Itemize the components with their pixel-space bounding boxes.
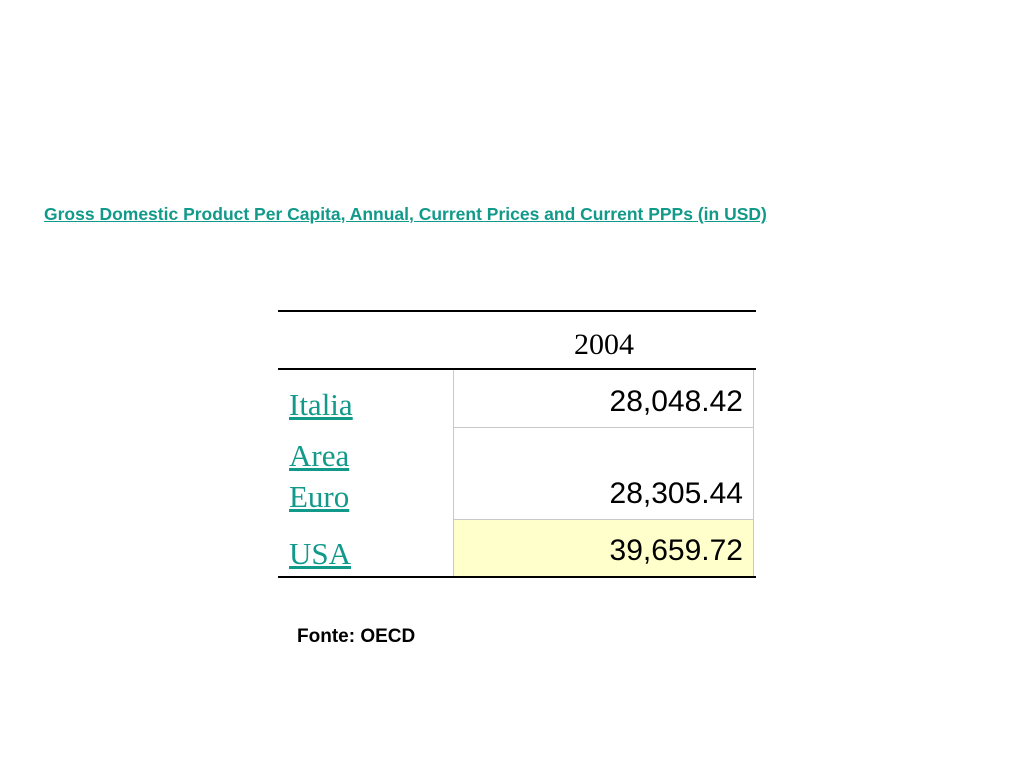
table-top-rule	[278, 310, 756, 312]
row-label-area[interactable]: Area	[289, 438, 350, 473]
value-area-euro: 28,305.44	[453, 428, 754, 520]
row-label-euro[interactable]: Euro	[289, 479, 350, 514]
row-label-italia[interactable]: Italia	[289, 387, 353, 422]
table-bottom-rule	[278, 576, 756, 578]
source-note: Fonte: OECD	[297, 626, 416, 647]
title-link[interactable]: Gross Domestic Product Per Capita, Annua…	[44, 204, 767, 224]
value-usa: 39,659.72	[453, 520, 754, 577]
value-italia: 28,048.42	[453, 370, 754, 428]
header-rule	[278, 368, 756, 370]
row-label-usa[interactable]: USA	[289, 536, 352, 571]
column-header-year: 2004	[574, 328, 634, 361]
